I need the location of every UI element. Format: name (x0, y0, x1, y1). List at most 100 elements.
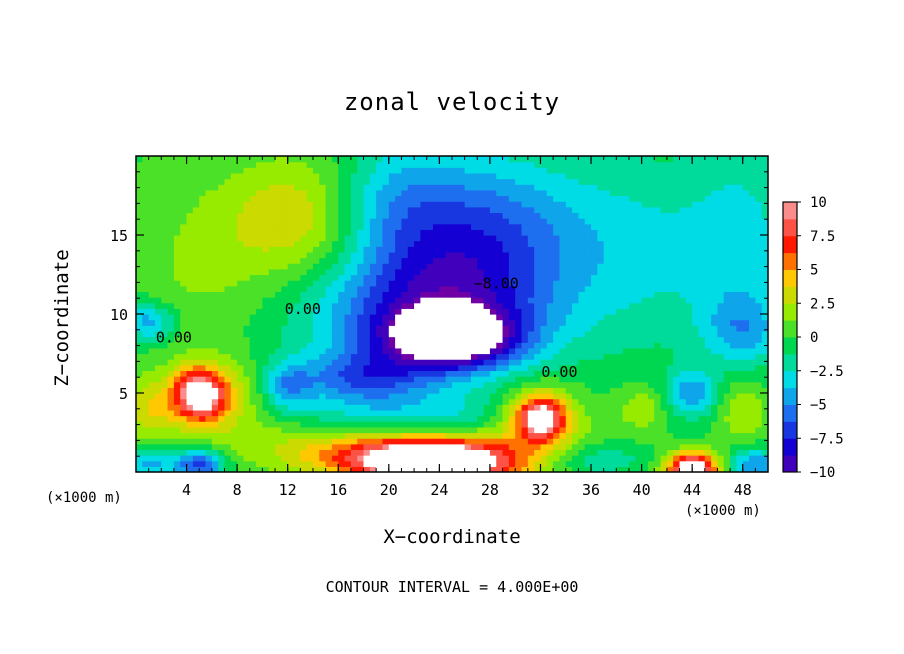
heatmap-cell (508, 443, 516, 451)
heatmap-cell (395, 404, 403, 411)
heatmap-cell (534, 387, 542, 394)
heatmap-cell (180, 240, 188, 247)
heatmap-cell (647, 347, 655, 355)
heatmap-cell (287, 297, 295, 304)
heatmap-cell (572, 161, 579, 168)
heatmap-cell (230, 223, 238, 230)
heatmap-cell (281, 409, 289, 417)
heatmap-cell (136, 218, 143, 225)
heatmap-cell (161, 218, 169, 225)
heatmap-cell (294, 229, 301, 236)
heatmap-cell (350, 172, 358, 180)
heatmap-cell (173, 223, 181, 230)
heatmap-cell (433, 415, 440, 422)
heatmap-cell (489, 223, 497, 230)
heatmap-cell (161, 172, 169, 180)
heatmap-cell (426, 387, 434, 394)
heatmap-cell (584, 178, 592, 185)
heatmap-cell (142, 178, 150, 185)
heatmap-cell (591, 206, 598, 214)
heatmap-cell (363, 184, 371, 191)
heatmap-cell (357, 302, 365, 309)
heatmap-cell (275, 229, 282, 236)
heatmap-cell (597, 251, 605, 259)
heatmap-cell (641, 291, 649, 298)
heatmap-cell (319, 466, 327, 472)
heatmap-cell (237, 421, 245, 428)
heatmap-cell (136, 455, 143, 462)
heatmap-cell (224, 201, 232, 208)
heatmap-cell (635, 195, 643, 202)
heatmap-cell (249, 206, 257, 214)
heatmap-cell (167, 172, 175, 180)
heatmap-cell (382, 268, 390, 276)
heatmap-cell (622, 319, 630, 326)
heatmap-cell (262, 409, 270, 417)
heatmap-cell (622, 342, 630, 349)
heatmap-cell (508, 263, 516, 270)
heatmap-cell (237, 359, 245, 366)
heatmap-cell (148, 302, 156, 309)
heatmap-cell (154, 330, 162, 338)
heatmap-cell (154, 376, 162, 383)
heatmap-cell (243, 426, 251, 434)
heatmap-cell (312, 195, 320, 202)
heatmap-cell (610, 195, 617, 202)
heatmap-cell (173, 263, 181, 270)
heatmap-cell (369, 347, 377, 355)
heatmap-cell (249, 257, 257, 264)
heatmap-cell (591, 438, 598, 445)
heatmap-cell (610, 364, 617, 372)
heatmap-cell (192, 438, 200, 445)
heatmap-cell (275, 370, 282, 377)
heatmap-cell (641, 359, 649, 366)
heatmap-cell (458, 223, 466, 230)
heatmap-cell (578, 314, 586, 321)
heatmap-cell (148, 319, 156, 326)
heatmap-cell (173, 246, 181, 253)
heatmap-cell (414, 308, 421, 315)
heatmap-cell (407, 443, 415, 451)
heatmap-cell (641, 280, 649, 287)
heatmap-cell (173, 201, 181, 208)
heatmap-cell (300, 398, 308, 405)
heatmap-cell (167, 178, 175, 185)
heatmap-cell (603, 235, 611, 242)
heatmap-cell (395, 156, 403, 163)
heatmap-cell (515, 409, 523, 417)
heatmap-cell (294, 353, 301, 360)
heatmap-cell (388, 156, 396, 163)
heatmap-cell (173, 432, 181, 439)
heatmap-cell (458, 460, 466, 467)
heatmap-cell (470, 404, 478, 411)
heatmap-cell (344, 387, 352, 394)
heatmap-cell (173, 161, 181, 168)
heatmap-cell (508, 438, 516, 445)
heatmap-cell (294, 398, 301, 405)
heatmap-cell (591, 359, 598, 366)
heatmap-cell (559, 443, 567, 451)
heatmap-cell (357, 161, 365, 168)
heatmap-cell (597, 161, 605, 168)
heatmap-cell (344, 336, 352, 343)
heatmap-cell (401, 455, 409, 462)
heatmap-cell (154, 195, 162, 202)
heatmap-cell (388, 268, 396, 276)
heatmap-cell (458, 319, 466, 326)
heatmap-cell (180, 302, 188, 309)
heatmap-cell (401, 285, 409, 293)
heatmap-cell (489, 285, 497, 293)
heatmap-cell (325, 336, 333, 343)
heatmap-cell (458, 342, 466, 349)
heatmap-cell (527, 184, 535, 191)
heatmap-cell (685, 206, 693, 214)
heatmap-cell (268, 308, 276, 315)
heatmap-cell (458, 438, 466, 445)
heatmap-cell (477, 280, 485, 287)
heatmap-cell (584, 330, 592, 338)
heatmap-cell (477, 370, 485, 377)
heatmap-cell (679, 466, 687, 472)
heatmap-cell (249, 387, 257, 394)
heatmap-cell (477, 314, 485, 321)
heatmap-cell (685, 364, 693, 372)
